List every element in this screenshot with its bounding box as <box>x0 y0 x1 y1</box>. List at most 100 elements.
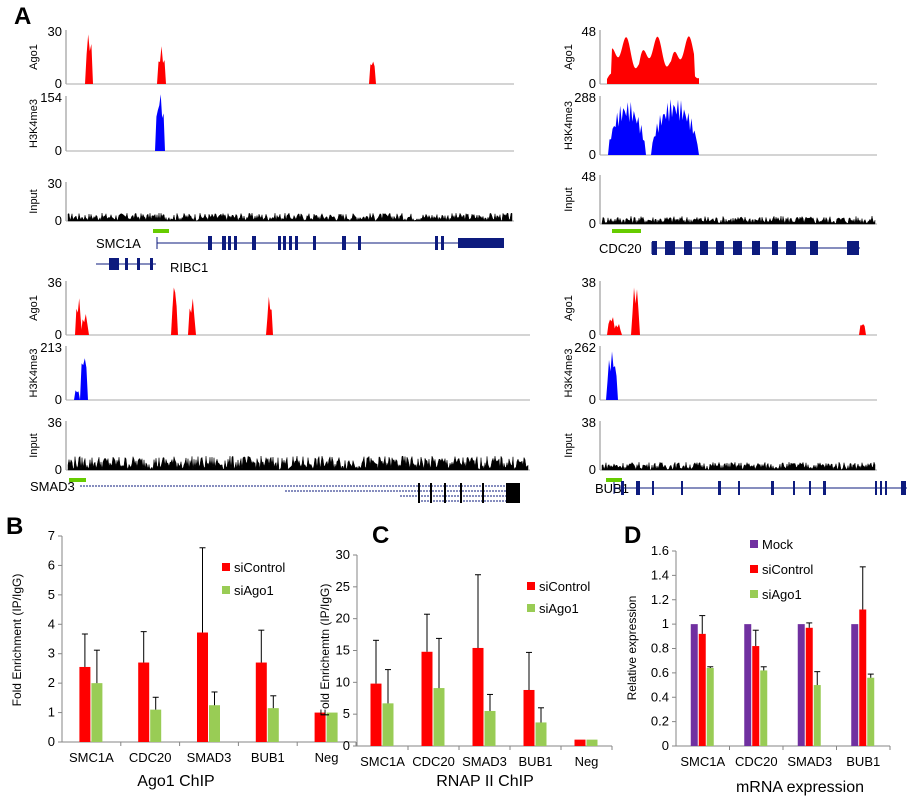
exon <box>482 483 484 503</box>
exon <box>222 236 226 250</box>
bar-sicontrol-smc1a <box>698 633 706 746</box>
y-tick-label: 1.4 <box>651 567 669 582</box>
y-tick-label: 0.6 <box>651 665 669 680</box>
y-tick-label: 10 <box>336 674 350 689</box>
bar-mock-bub1 <box>851 624 859 746</box>
signal-peak <box>81 314 89 335</box>
y-tick-label: 25 <box>336 579 350 594</box>
exon <box>718 481 721 495</box>
gene-label: BUB1 <box>595 481 629 496</box>
bar-siago1-bub1 <box>535 722 547 746</box>
bar-sicontrol-neg <box>314 712 326 742</box>
track-max-input: 30 <box>48 176 62 191</box>
exon <box>208 236 212 250</box>
exon <box>738 481 740 495</box>
bar-siago1-smad3 <box>209 705 220 742</box>
signal-peak <box>188 298 196 335</box>
tss-marker <box>606 478 622 482</box>
bar-siago1-cdc20 <box>150 709 162 742</box>
y-tick-label: 1.6 <box>651 543 669 558</box>
gene-label-ribc1: RIBC1 <box>170 260 208 275</box>
exon <box>847 241 859 255</box>
gene-model: SMAD3 <box>30 478 520 503</box>
signal-peak <box>155 94 165 151</box>
x-tick-label: BUB1 <box>251 750 285 765</box>
bar-sicontrol-smad3 <box>805 627 813 746</box>
bar-siago1-cdc20 <box>433 688 445 746</box>
track-label-h3k4me3: H3K4me3 <box>28 99 40 148</box>
exon <box>716 241 724 255</box>
exon <box>435 236 438 250</box>
chart-d-mrna-expression: 0 0.2 0.4 0.6 0.8 1 1.2 1.4 1.6 Relative expressi… <box>625 537 891 796</box>
exon <box>358 236 361 250</box>
y-tick-label: 0 <box>48 734 55 749</box>
bar-sicontrol-cdc20 <box>752 646 760 746</box>
y-tick-label: 0 <box>343 738 350 753</box>
signal-peak <box>75 298 82 335</box>
exon <box>700 241 708 255</box>
y-tick-label: 5 <box>343 706 350 721</box>
exon <box>684 241 692 255</box>
exon <box>810 241 818 255</box>
exon <box>652 481 654 495</box>
bar-mock-smad3 <box>797 624 805 746</box>
exon <box>901 481 906 495</box>
track-max-h3k4me3: 213 <box>40 340 62 355</box>
track-min-ago1: 0 <box>55 327 62 342</box>
legend-label-sicontrol: siControl <box>539 579 590 594</box>
bar-sicontrol-smad3 <box>197 632 208 742</box>
exon <box>621 481 624 495</box>
exon <box>295 236 298 250</box>
x-tick-label: SMC1A <box>680 754 725 769</box>
legend-label-siago1: siAgo1 <box>234 583 274 598</box>
track-min-h3k4me3: 0 <box>589 392 596 407</box>
tss-marker <box>612 229 641 233</box>
exon <box>342 236 346 250</box>
signal-peak <box>369 61 376 84</box>
y-axis-label: Relative expression <box>625 596 639 701</box>
bar-mock-cdc20 <box>744 624 752 746</box>
x-tick-label: CDC20 <box>412 754 455 769</box>
bar-siago1-bub1 <box>267 708 279 742</box>
exon <box>418 483 420 503</box>
bar-sicontrol-cdc20 <box>421 651 433 746</box>
track-label-ago1: Ago1 <box>563 44 575 70</box>
track-label-h3k4me3: H3K4me3 <box>563 349 575 398</box>
track-min-ago1: 0 <box>589 76 596 91</box>
signal-peak <box>74 390 80 400</box>
y-axis-label: Fold Enrichemtn (IP/IgG) <box>318 584 332 717</box>
exon <box>458 238 504 248</box>
y-tick-label: 3 <box>48 646 55 661</box>
panel-letter-b: B <box>6 513 23 540</box>
x-tick-label: SMAD3 <box>462 754 507 769</box>
exon <box>506 483 520 503</box>
track-max-h3k4me3: 288 <box>574 90 596 105</box>
track-label-ago1: Ago1 <box>28 295 40 321</box>
track-label-h3k4me3: H3K4me3 <box>563 101 575 150</box>
chart-b-ago1-chip: 0 1 2 3 4 5 6 7 Fold Enrichment (IP/IgG) SMC1A CDC… <box>10 528 357 790</box>
exon <box>109 258 119 270</box>
y-tick-label: 30 <box>336 547 350 562</box>
gene-model: BUB1 <box>595 478 907 496</box>
bar-sicontrol-cdc20 <box>138 662 150 742</box>
y-tick-label: 0.8 <box>651 641 669 656</box>
track-min-input: 0 <box>55 462 62 477</box>
x-tick-label: SMAD3 <box>787 754 832 769</box>
exon <box>289 236 292 250</box>
exon <box>809 481 811 495</box>
y-tick-label: 0.2 <box>651 714 669 729</box>
chart-title: RNAP II ChIP <box>436 773 534 790</box>
panel-a-tracks: Ago1300H3K4me31540Input300SMC1ARIBC1Ago1… <box>28 24 907 503</box>
bar-siago1-cdc20 <box>760 670 768 746</box>
signal-peak <box>606 351 618 400</box>
input-signal <box>67 455 529 471</box>
x-tick-label: BUB1 <box>846 754 880 769</box>
y-tick-label: 15 <box>336 643 350 658</box>
signal-peak <box>85 34 93 84</box>
track-min-ago1: 0 <box>589 327 596 342</box>
y-tick-label: 0 <box>662 738 669 753</box>
bar-siago1-smc1a <box>91 683 103 742</box>
